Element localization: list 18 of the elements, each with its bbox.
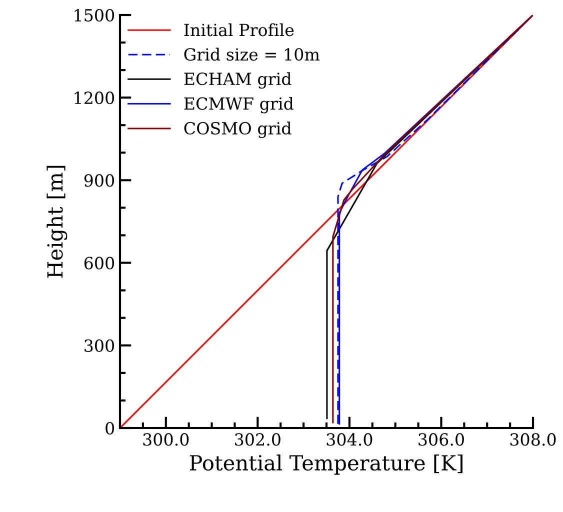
- x-axis-title: Potential Temperature [K]: [190, 454, 462, 475]
- legend-label: ECHAM grid: [184, 72, 292, 89]
- legend-label: ECMWF grid: [184, 96, 294, 114]
- legend-label: Initial Profile: [184, 23, 294, 36]
- y-tick-label: 600: [84, 256, 114, 270]
- y-tick-label: 300: [84, 339, 114, 352]
- y-axis-title: Height [m]: [46, 166, 68, 278]
- x-tick-label: 304.0: [326, 433, 372, 446]
- y-tick-label: 0: [106, 422, 114, 435]
- y-tick-label: 1200: [74, 92, 114, 104]
- x-tick-label: 306.0: [418, 433, 464, 446]
- legend-label: Grid size = 10m: [184, 48, 320, 61]
- x-tick-label: 300.0: [143, 433, 189, 446]
- x-tick-label: 308.0: [510, 433, 556, 446]
- y-tick-label: 900: [84, 174, 114, 187]
- legend-label: COSMO grid: [184, 122, 292, 138]
- y-tick-label: 1500: [74, 8, 114, 22]
- x-tick-label: 302.0: [235, 433, 280, 446]
